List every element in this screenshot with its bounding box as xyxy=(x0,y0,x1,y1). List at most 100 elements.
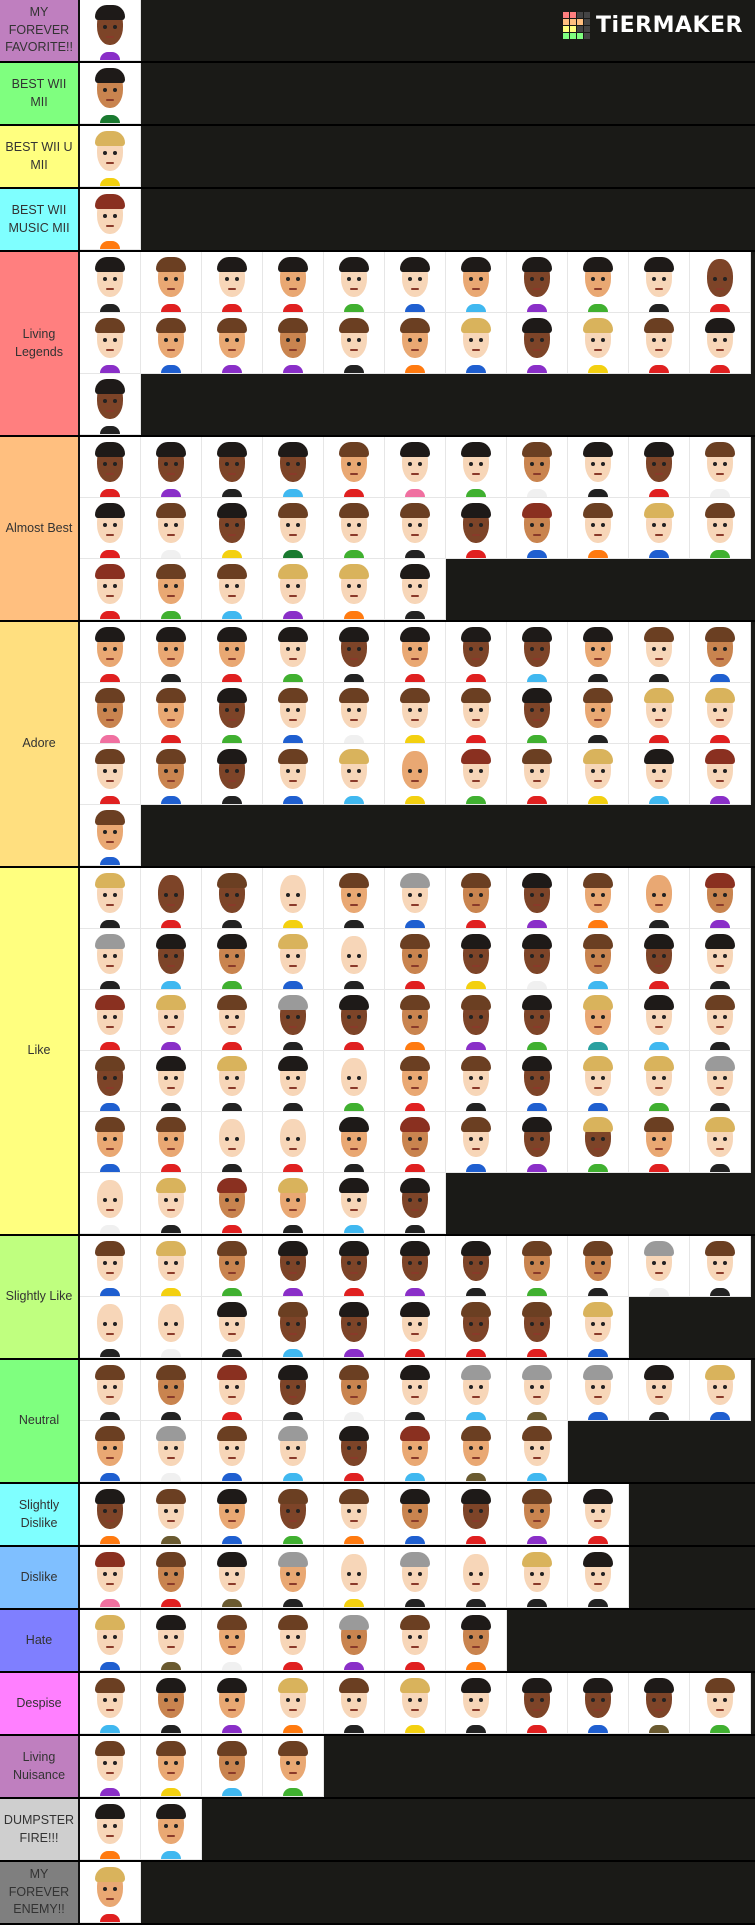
mii-character[interactable] xyxy=(80,1421,141,1482)
mii-character[interactable] xyxy=(629,1673,690,1734)
mii-character[interactable] xyxy=(324,1547,385,1608)
mii-character[interactable] xyxy=(629,622,690,683)
mii-character[interactable] xyxy=(507,1297,568,1358)
mii-character[interactable] xyxy=(446,1673,507,1734)
mii-character[interactable] xyxy=(324,1173,385,1234)
mii-character[interactable] xyxy=(202,313,263,374)
mii-character[interactable] xyxy=(141,1673,202,1734)
mii-character[interactable] xyxy=(263,559,324,620)
mii-character[interactable] xyxy=(141,868,202,929)
mii-character[interactable] xyxy=(202,1484,263,1545)
mii-character[interactable] xyxy=(263,929,324,990)
mii-character[interactable] xyxy=(629,683,690,744)
tier-label[interactable]: Living Legends xyxy=(0,252,80,435)
mii-character[interactable] xyxy=(324,559,385,620)
mii-character[interactable] xyxy=(446,990,507,1051)
mii-character[interactable] xyxy=(263,1297,324,1358)
mii-character[interactable] xyxy=(446,929,507,990)
mii-character[interactable] xyxy=(690,437,751,498)
mii-character[interactable] xyxy=(80,1484,141,1545)
mii-character[interactable] xyxy=(202,929,263,990)
mii-character[interactable] xyxy=(263,744,324,805)
mii-character[interactable] xyxy=(690,313,751,374)
mii-character[interactable] xyxy=(385,1673,446,1734)
mii-character[interactable] xyxy=(141,1173,202,1234)
mii-character[interactable] xyxy=(263,252,324,313)
tier-label[interactable]: Neutral xyxy=(0,1360,80,1482)
mii-character[interactable] xyxy=(568,744,629,805)
mii-character[interactable] xyxy=(80,1236,141,1297)
mii-character[interactable] xyxy=(507,1112,568,1173)
mii-character[interactable] xyxy=(202,252,263,313)
mii-character[interactable] xyxy=(507,929,568,990)
mii-character[interactable] xyxy=(568,683,629,744)
mii-character[interactable] xyxy=(324,1297,385,1358)
mii-character[interactable] xyxy=(507,868,568,929)
mii-character[interactable] xyxy=(141,1051,202,1112)
mii-character[interactable] xyxy=(690,1673,751,1734)
tier-label[interactable]: Dislike xyxy=(0,1547,80,1608)
mii-character[interactable] xyxy=(507,622,568,683)
mii-character[interactable] xyxy=(324,990,385,1051)
mii-character[interactable] xyxy=(80,1673,141,1734)
mii-character[interactable] xyxy=(202,1673,263,1734)
mii-character[interactable] xyxy=(263,1236,324,1297)
mii-character[interactable] xyxy=(141,559,202,620)
mii-character[interactable] xyxy=(80,1736,141,1797)
mii-character[interactable] xyxy=(385,1421,446,1482)
mii-character[interactable] xyxy=(141,744,202,805)
mii-character[interactable] xyxy=(263,1421,324,1482)
mii-character[interactable] xyxy=(385,683,446,744)
mii-character[interactable] xyxy=(263,498,324,559)
mii-character[interactable] xyxy=(202,1173,263,1234)
mii-character[interactable] xyxy=(202,744,263,805)
mii-character[interactable] xyxy=(141,683,202,744)
mii-character[interactable] xyxy=(202,1547,263,1608)
mii-character[interactable] xyxy=(446,437,507,498)
mii-character[interactable] xyxy=(568,990,629,1051)
mii-character[interactable] xyxy=(80,990,141,1051)
mii-character[interactable] xyxy=(690,622,751,683)
mii-character[interactable] xyxy=(141,1799,202,1860)
mii-character[interactable] xyxy=(690,1112,751,1173)
mii-character[interactable] xyxy=(629,498,690,559)
mii-character[interactable] xyxy=(690,252,751,313)
mii-character[interactable] xyxy=(141,498,202,559)
mii-character[interactable] xyxy=(80,1799,141,1860)
mii-character[interactable] xyxy=(80,868,141,929)
mii-character[interactable] xyxy=(141,1610,202,1671)
mii-character[interactable] xyxy=(385,622,446,683)
mii-character[interactable] xyxy=(80,63,141,124)
mii-character[interactable] xyxy=(263,437,324,498)
mii-character[interactable] xyxy=(568,1297,629,1358)
mii-character[interactable] xyxy=(263,1610,324,1671)
mii-character[interactable] xyxy=(141,929,202,990)
mii-character[interactable] xyxy=(507,252,568,313)
mii-character[interactable] xyxy=(629,1051,690,1112)
mii-character[interactable] xyxy=(80,313,141,374)
mii-character[interactable] xyxy=(263,990,324,1051)
mii-character[interactable] xyxy=(141,990,202,1051)
mii-character[interactable] xyxy=(80,0,141,61)
tier-label[interactable]: Slightly Dislike xyxy=(0,1484,80,1545)
mii-character[interactable] xyxy=(446,1547,507,1608)
mii-character[interactable] xyxy=(446,1484,507,1545)
tier-label[interactable]: BEST WII MII xyxy=(0,63,80,124)
mii-character[interactable] xyxy=(202,1236,263,1297)
mii-character[interactable] xyxy=(446,1297,507,1358)
tier-label[interactable]: Slightly Like xyxy=(0,1236,80,1358)
mii-character[interactable] xyxy=(507,1051,568,1112)
mii-character[interactable] xyxy=(446,252,507,313)
mii-character[interactable] xyxy=(568,1673,629,1734)
mii-character[interactable] xyxy=(263,1736,324,1797)
mii-character[interactable] xyxy=(629,313,690,374)
mii-character[interactable] xyxy=(80,189,141,250)
mii-character[interactable] xyxy=(80,1173,141,1234)
tier-label[interactable]: BEST WII MUSIC MII xyxy=(0,189,80,250)
mii-character[interactable] xyxy=(446,313,507,374)
mii-character[interactable] xyxy=(568,437,629,498)
mii-character[interactable] xyxy=(202,1736,263,1797)
mii-character[interactable] xyxy=(141,252,202,313)
mii-character[interactable] xyxy=(263,1547,324,1608)
mii-character[interactable] xyxy=(507,437,568,498)
